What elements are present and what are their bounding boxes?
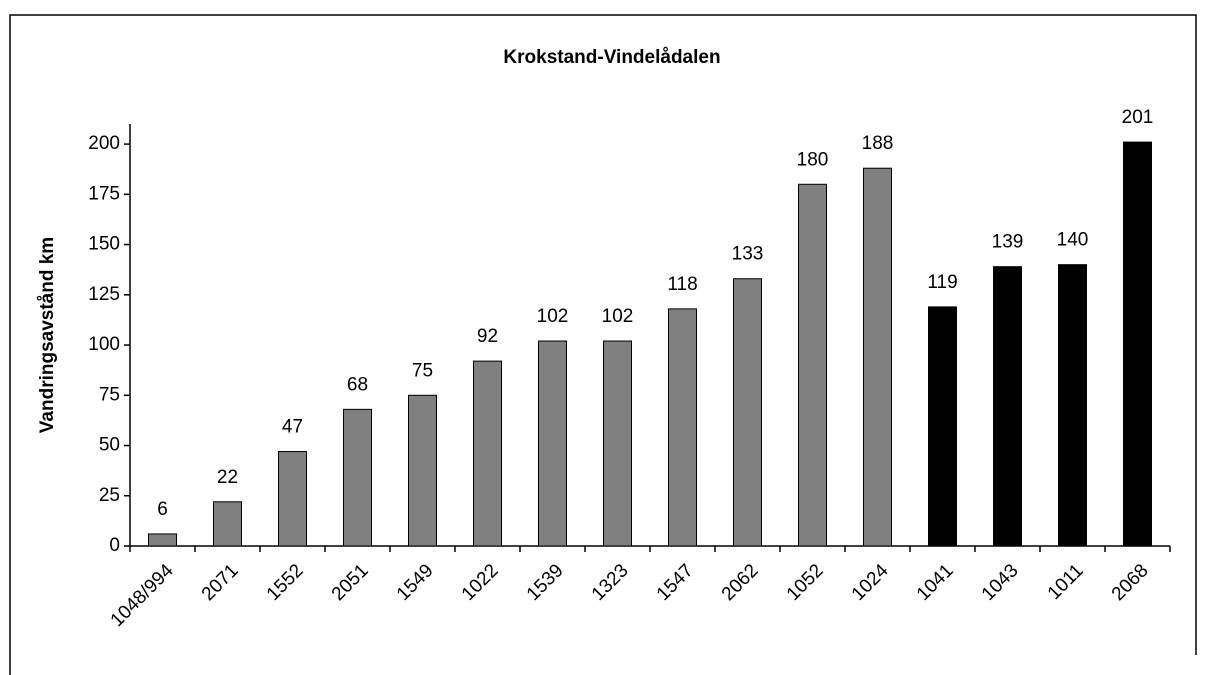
x-tick-label: 2071 xyxy=(198,560,243,605)
x-tick-label: 1024 xyxy=(848,560,893,605)
chart-frame xyxy=(9,14,1197,675)
data-label: 102 xyxy=(602,306,634,327)
y-tick-label: 75 xyxy=(99,384,120,405)
x-tick-label: 2062 xyxy=(718,560,763,605)
data-label: 47 xyxy=(282,417,303,438)
x-tick-label: 1043 xyxy=(978,560,1023,605)
x-tick-label: 1547 xyxy=(653,560,698,605)
bar xyxy=(148,533,177,547)
data-label: 118 xyxy=(667,274,697,295)
x-tick-label: 1052 xyxy=(783,560,828,605)
bar xyxy=(538,340,567,547)
data-label: 188 xyxy=(862,133,894,154)
x-tick-label: 1323 xyxy=(588,560,633,605)
y-tick-label: 175 xyxy=(88,183,120,204)
bar xyxy=(993,266,1022,547)
data-label: 22 xyxy=(217,467,238,488)
data-label: 139 xyxy=(992,232,1024,253)
bar xyxy=(1123,141,1152,547)
x-tick-label: 1022 xyxy=(458,560,503,605)
x-tick-label: 2051 xyxy=(328,560,373,605)
data-label: 6 xyxy=(157,499,168,520)
data-label: 75 xyxy=(412,360,433,381)
bar xyxy=(213,501,242,547)
x-tick-label: 1048/994 xyxy=(107,560,178,631)
data-label: 140 xyxy=(1057,230,1089,251)
y-tick-label: 50 xyxy=(99,435,120,456)
y-tick-label: 150 xyxy=(88,234,120,255)
y-axis-label: Vandringsavstånd km xyxy=(37,237,58,433)
y-tick-label: 0 xyxy=(109,535,120,556)
bar xyxy=(863,167,892,547)
bar xyxy=(798,183,827,547)
data-label: 201 xyxy=(1122,107,1154,128)
bar xyxy=(668,308,697,547)
bar xyxy=(1058,264,1087,547)
x-tick-label: 1549 xyxy=(393,560,438,605)
bar xyxy=(343,408,372,547)
data-label: 119 xyxy=(927,272,957,293)
y-tick-label: 200 xyxy=(88,133,120,154)
bar xyxy=(278,451,307,547)
bar xyxy=(408,394,437,547)
data-label: 68 xyxy=(347,374,368,395)
data-label: 133 xyxy=(732,244,764,265)
chart-title: Krokstand-Vindelådalen xyxy=(503,47,720,68)
x-tick-label: 1041 xyxy=(913,560,958,605)
bar xyxy=(473,360,502,547)
bar xyxy=(928,306,957,547)
data-label: 102 xyxy=(537,306,569,327)
x-tick-label: 1552 xyxy=(263,560,308,605)
y-tick-label: 100 xyxy=(88,334,120,355)
bar xyxy=(603,340,632,547)
data-label: 92 xyxy=(477,326,498,347)
x-tick-label: 1011 xyxy=(1044,560,1088,604)
bar xyxy=(733,278,762,547)
y-tick-label: 25 xyxy=(99,485,120,506)
data-label: 180 xyxy=(797,149,829,170)
x-tick-label: 1539 xyxy=(523,560,568,605)
y-tick-label: 125 xyxy=(88,284,120,305)
x-tick-label: 2068 xyxy=(1108,560,1153,605)
